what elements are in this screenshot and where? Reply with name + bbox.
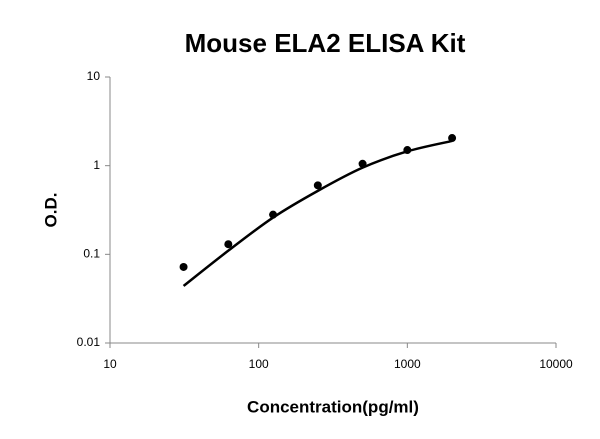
chart-title: Mouse ELA2 ELISA Kit — [185, 28, 466, 58]
data-point — [448, 134, 457, 143]
y-tick-label: 0.01 — [77, 335, 101, 349]
y-tick-label: 10 — [87, 69, 101, 83]
data-point — [403, 146, 412, 155]
data-point — [269, 210, 278, 219]
y-axis-title: O.D. — [41, 193, 60, 228]
y-tick-label: 1 — [93, 158, 100, 172]
data-point — [313, 181, 322, 190]
data-point — [224, 240, 233, 249]
data-point — [358, 159, 367, 168]
data-point — [179, 262, 188, 271]
fit-curve — [182, 139, 453, 287]
x-tick-label: 10 — [103, 357, 117, 371]
x-axis-title: Concentration(pg/ml) — [247, 397, 419, 416]
x-tick-label: 1000 — [394, 357, 421, 371]
x-tick-label: 100 — [249, 357, 269, 371]
x-tick-label: 10000 — [539, 357, 573, 371]
y-tick-label: 0.1 — [83, 247, 100, 261]
